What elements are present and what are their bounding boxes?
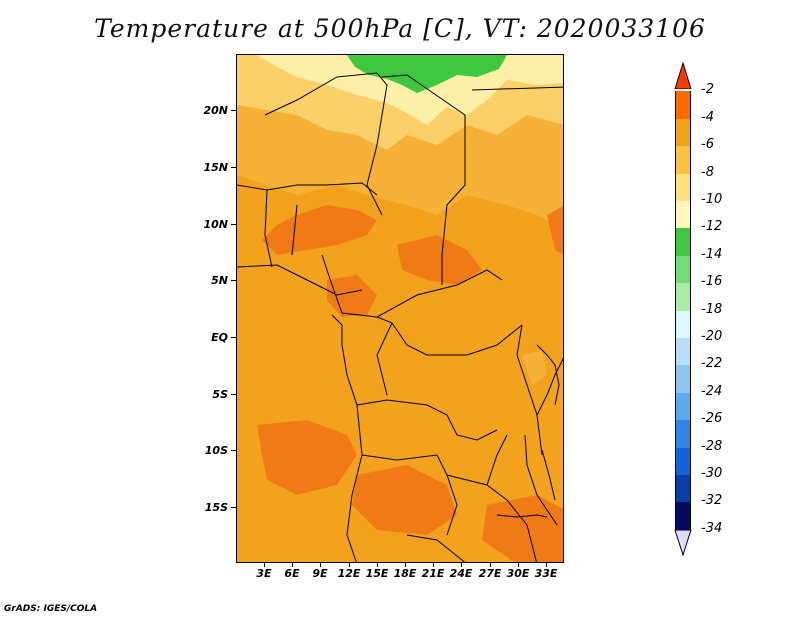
lon-label-3e: 3E	[256, 567, 272, 580]
legend-swatch	[675, 255, 691, 284]
legend-label: -10	[701, 192, 723, 207]
lon-label-33e: 33E	[534, 567, 558, 580]
legend-label: -16	[701, 274, 723, 290]
legend-swatch	[675, 475, 691, 503]
legend-label: -22	[701, 356, 723, 372]
borders	[237, 72, 563, 562]
legend-swatch	[675, 420, 691, 448]
field-warm-blob-4	[547, 206, 563, 254]
lat-label-15n: 15N	[203, 161, 228, 174]
lat-label-10n: 10N	[203, 218, 228, 231]
lat-tick	[231, 167, 236, 168]
field-warm-blob-1	[262, 205, 377, 255]
lon-tick	[518, 563, 519, 567]
legend-swatch	[675, 365, 691, 393]
field-warm-blob-6	[352, 465, 457, 535]
lon-tick	[405, 563, 406, 567]
legend-label: -4	[701, 109, 714, 125]
lon-label-6e: 6E	[284, 567, 300, 580]
lon-tick	[292, 563, 293, 567]
legend-label: -8	[701, 164, 714, 180]
legend-label: -34	[701, 520, 723, 536]
lat-tick	[231, 280, 236, 281]
legend-label: -32	[701, 493, 723, 509]
field-green-region	[347, 55, 507, 93]
legend-swatch	[675, 447, 691, 475]
legend-swatch	[675, 310, 691, 338]
legend-label: -20	[701, 329, 723, 344]
lon-label-12e: 12E	[337, 567, 361, 580]
legend-arrow-top	[674, 62, 692, 89]
lon-label-18e: 18E	[393, 567, 417, 580]
temperature-map	[236, 54, 564, 563]
legend-swatch	[675, 228, 691, 256]
lon-label-21e: 21E	[421, 567, 445, 580]
legend-label: -2	[701, 82, 714, 98]
lat-tick	[231, 337, 236, 338]
lat-tick	[231, 507, 236, 508]
legend-label: -6	[701, 137, 714, 153]
lat-label-15s: 15S	[204, 501, 228, 514]
lon-tick	[433, 563, 434, 567]
legend-swatch	[675, 91, 691, 119]
lon-label-27e: 27E	[478, 567, 502, 580]
legend-swatch	[675, 283, 691, 311]
lat-label-eq: EQ	[211, 331, 228, 344]
lon-tick	[490, 563, 491, 567]
legend-label: -28	[701, 438, 723, 454]
temperature-field	[237, 55, 563, 562]
lat-label-10s: 10S	[204, 444, 228, 457]
lat-tick	[231, 450, 236, 451]
legend-label: -14	[701, 246, 723, 262]
field-warm-blob-7	[482, 495, 563, 562]
lon-label-30e: 30E	[506, 567, 530, 580]
legend-arrow-bottom	[674, 529, 692, 557]
legend-label: -26	[701, 411, 723, 427]
lon-tick	[320, 563, 321, 567]
legend-label: -30	[701, 466, 723, 481]
lat-label-5s: 5S	[212, 388, 228, 401]
legend-label: -24	[701, 383, 723, 399]
map-title: Temperature at 500hPa [C], VT: 202003310…	[94, 14, 706, 43]
lat-label-20n: 20N	[203, 104, 228, 117]
legend-label: -12	[701, 219, 723, 235]
lat-tick	[231, 394, 236, 395]
lon-tick	[349, 563, 350, 567]
legend-swatch	[675, 502, 691, 530]
field-warm-blob-2	[397, 235, 482, 285]
legend-label: -18	[701, 301, 723, 317]
legend-swatch	[675, 201, 691, 229]
legend-swatch	[675, 146, 691, 174]
legend-swatch	[675, 338, 691, 366]
lon-label-24e: 24E	[449, 567, 473, 580]
lon-tick	[546, 563, 547, 567]
lon-tick	[377, 563, 378, 567]
lon-label-9e: 9E	[312, 567, 328, 580]
lon-tick	[264, 563, 265, 567]
field-warm-blob-5	[257, 420, 357, 495]
lat-tick	[231, 110, 236, 111]
lon-label-15e: 15E	[365, 567, 389, 580]
field-lighter-blob	[522, 350, 547, 385]
lat-tick	[231, 224, 236, 225]
lat-label-5n: 5N	[211, 274, 228, 287]
legend-swatch	[675, 392, 691, 421]
lon-tick	[461, 563, 462, 567]
credit-label: GrADS: IGES/COLA	[4, 604, 98, 614]
legend-swatch	[675, 118, 691, 147]
legend-swatch	[675, 173, 691, 201]
